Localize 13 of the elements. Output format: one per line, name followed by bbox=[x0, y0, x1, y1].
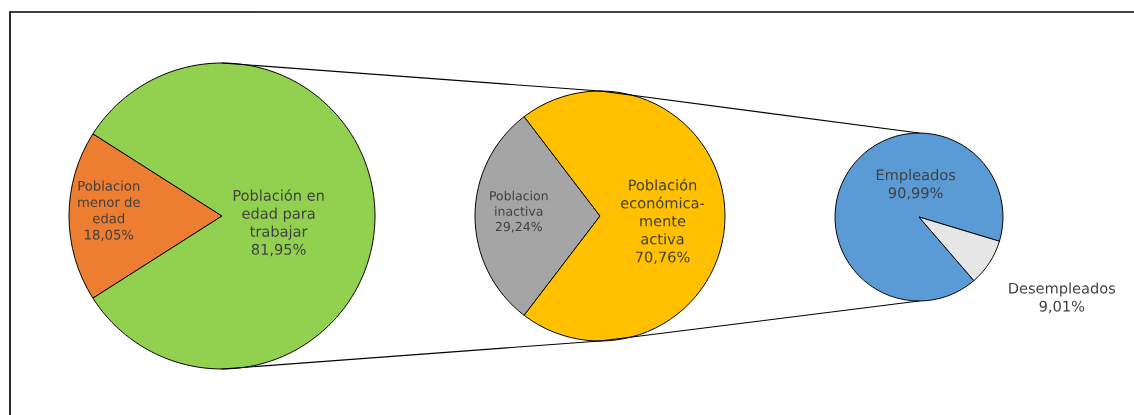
data-label: 9,01% bbox=[1039, 300, 1085, 314]
slice-label: Población en edad para trabajar bbox=[233, 189, 324, 240]
slice-label: Empleados bbox=[876, 169, 956, 184]
data-label: 18,05% bbox=[85, 229, 134, 241]
data-label: 81,95% bbox=[251, 243, 306, 257]
data-label: 90,99% bbox=[888, 187, 943, 200]
slice-label: Poblacion menor de edad bbox=[78, 180, 140, 224]
data-label: 29,24% bbox=[495, 221, 542, 233]
slice-label: Poblacion inactiva bbox=[490, 190, 548, 216]
slice-label: Población económica- mente activa bbox=[621, 178, 705, 245]
pie-slice bbox=[918, 216, 1000, 282]
data-label: 70,76% bbox=[635, 251, 690, 264]
slice-label: Desempleados bbox=[1009, 282, 1116, 297]
